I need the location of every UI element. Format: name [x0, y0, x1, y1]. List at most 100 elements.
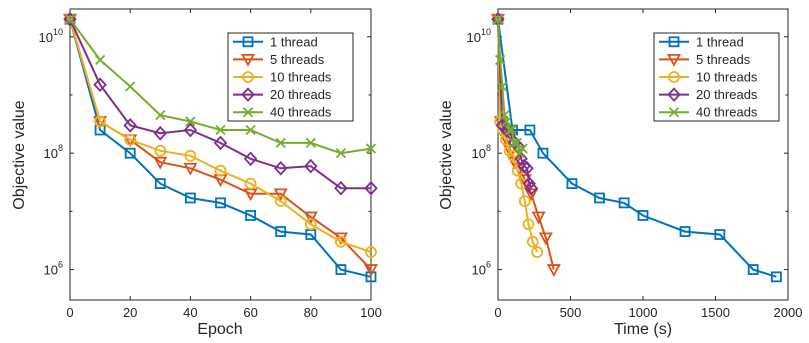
x-axis-label-time: Time (s) — [614, 321, 672, 338]
data-point-20-threads — [243, 151, 258, 167]
data-point-10-threads — [518, 195, 531, 208]
data-point-1-thread — [679, 226, 691, 237]
y-tick-label: 1010 — [39, 27, 63, 45]
data-point-20-threads — [334, 180, 348, 196]
data-point-40-threads — [508, 137, 520, 149]
data-point-40-threads — [185, 116, 196, 127]
legend-label-1-thread: 1 thread — [696, 34, 744, 49]
data-point-10-threads — [304, 218, 317, 231]
series-line-1-thread — [69, 18, 372, 278]
x-tick-label: 0 — [66, 305, 73, 320]
data-point-40-threads — [497, 81, 508, 92]
data-point-40-threads — [155, 110, 166, 121]
data-point-1-thread — [566, 178, 578, 190]
legend-label-40-threads: 40 threads — [270, 105, 332, 120]
x-tick-label: 40 — [183, 305, 197, 320]
legend-label-5-threads: 5 threads — [270, 52, 325, 67]
x-tick-label: 1500 — [701, 305, 730, 320]
series-line-1-thread — [497, 19, 777, 278]
data-point-20-threads — [522, 176, 536, 191]
data-point-1-thread — [275, 226, 287, 237]
data-point-40-threads — [365, 143, 377, 154]
x-tick-label: 100 — [360, 305, 382, 320]
data-point-40-threads — [501, 116, 512, 127]
data-point-1-thread — [618, 197, 630, 209]
data-point-40-threads — [517, 143, 528, 154]
data-point-1-thread — [714, 229, 726, 240]
data-point-10-threads — [365, 246, 377, 258]
series-line-20-threads — [69, 18, 371, 190]
data-point-40-threads — [215, 124, 226, 136]
legend-marker-5-threads — [240, 54, 256, 67]
data-point-20-threads — [304, 158, 318, 174]
y-tick-label: 108 — [44, 143, 63, 161]
data-point-5-threads — [273, 188, 288, 202]
data-point-5-threads — [531, 211, 546, 225]
data-point-40-threads — [504, 124, 515, 136]
data-point-40-threads — [514, 148, 525, 159]
legend-label-20-threads: 20 threads — [696, 87, 758, 102]
data-point-40-threads — [506, 124, 517, 136]
series-layer-epoch — [62, 11, 379, 283]
data-point-20-threads — [213, 135, 228, 151]
data-point-5-threads — [183, 162, 198, 176]
data-point-20-threads — [520, 160, 534, 176]
data-point-1-thread — [771, 271, 782, 283]
data-point-20-threads — [514, 151, 528, 167]
data-point-1-thread — [124, 147, 136, 159]
y-ticks-epoch: 106 108 1010 — [39, 27, 371, 278]
x-tick-label: 0 — [494, 305, 501, 320]
legend-marker-10-threads — [668, 71, 680, 83]
legend-marker-40-threads — [242, 107, 254, 118]
x-axis-label-epoch: Epoch — [197, 321, 242, 338]
data-point-5-threads — [546, 264, 561, 277]
legend-marker-5-threads — [666, 54, 682, 67]
legend-label-5-threads: 5 threads — [696, 52, 751, 67]
y-tick-label: 106 — [44, 260, 63, 278]
data-point-5-threads — [363, 264, 379, 277]
x-tick-label: 2000 — [774, 305, 803, 320]
y-ticks-time: 106 108 1010 — [467, 27, 788, 278]
x-tick-label: 1000 — [629, 305, 658, 320]
x-tick-label: 20 — [123, 305, 137, 320]
data-point-20-threads — [524, 180, 539, 196]
y-tick-label: 108 — [472, 143, 491, 161]
x-ticks-time: 0 500 1000 1500 2000 — [494, 9, 802, 320]
data-point-10-threads — [334, 235, 347, 248]
legend-marker-10-threads — [242, 71, 254, 83]
legend-marker-20-threads — [667, 87, 681, 102]
data-point-10-threads — [214, 164, 227, 177]
data-point-5-threads — [153, 156, 168, 170]
data-point-1-thread — [594, 192, 605, 204]
y-tick-label: 1010 — [467, 27, 491, 45]
data-point-20-threads — [183, 122, 198, 138]
data-point-10-threads — [522, 218, 535, 231]
chart-objective-vs-epoch: Epoch Objective value 0 20 40 60 80 100 10610… — [11, 8, 382, 338]
data-point-40-threads — [499, 110, 510, 121]
data-point-20-threads — [153, 125, 168, 141]
y-tick-label: 106 — [472, 260, 491, 278]
x-tick-label: 60 — [243, 305, 257, 320]
legend-marker-20-threads — [241, 87, 255, 102]
data-point-10-threads — [274, 195, 287, 208]
legend-marker-1-thread — [242, 36, 254, 48]
data-point-1-thread — [524, 124, 536, 136]
data-point-1-thread — [154, 178, 166, 190]
data-point-10-threads — [154, 144, 167, 157]
data-point-40-threads — [125, 81, 136, 92]
data-point-20-threads — [273, 160, 288, 176]
data-point-5-threads — [524, 188, 539, 202]
data-point-40-threads — [492, 14, 504, 25]
x-tick-label: 500 — [560, 305, 582, 320]
data-point-40-threads — [245, 124, 256, 136]
legend-epoch: 1 thread 5 threads 10 threads 20 threads 40 … — [227, 32, 354, 122]
data-point-1-thread — [365, 271, 377, 283]
data-point-10-threads — [124, 133, 137, 146]
data-point-10-threads — [94, 115, 106, 128]
data-point-40-threads — [275, 137, 286, 149]
legend-label-1-thread: 1 thread — [270, 34, 318, 49]
data-point-1-thread — [245, 210, 257, 221]
legend-label-10-threads: 10 threads — [270, 70, 332, 85]
x-ticks-epoch: 0 20 40 60 80 100 — [66, 9, 382, 320]
data-point-20-threads — [93, 77, 107, 93]
